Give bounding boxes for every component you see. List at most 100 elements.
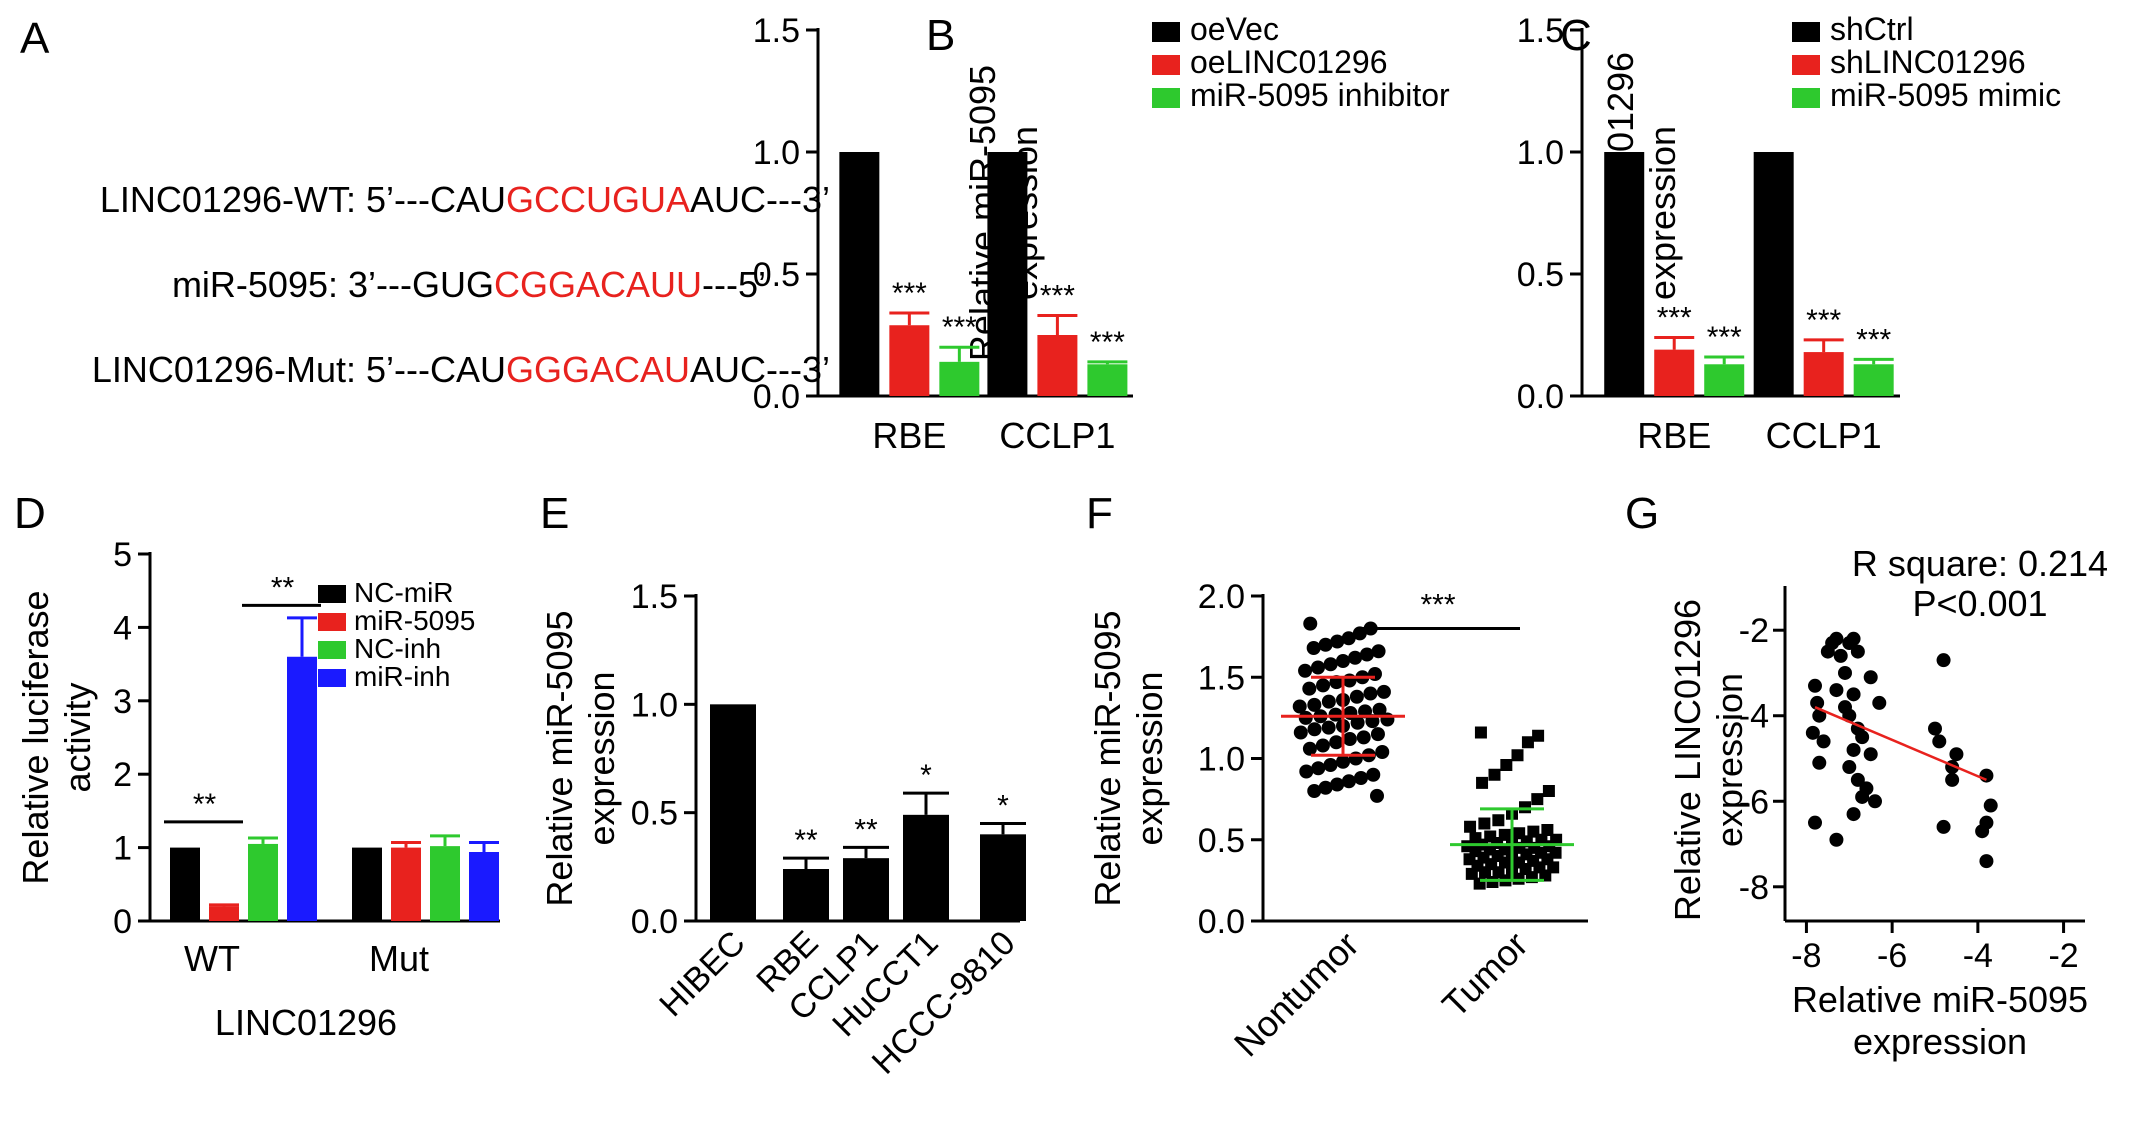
fit-line — [1814, 706, 1987, 782]
data-point — [1829, 631, 1844, 646]
data-point — [1833, 648, 1848, 663]
bar — [889, 325, 930, 396]
data-point — [1846, 742, 1861, 757]
seq-highlight: CGGACAUU — [494, 264, 703, 305]
bar — [783, 869, 829, 921]
data-point — [1306, 641, 1321, 655]
bar — [469, 852, 499, 921]
y-tick-label: 0 — [113, 903, 132, 941]
data-point — [1868, 794, 1882, 809]
seq-label: LINC01296-WT: — [99, 179, 356, 220]
legend-swatch — [1152, 55, 1180, 75]
seq-prefix: 5’---CAU — [366, 349, 507, 390]
legend-swatch — [318, 641, 346, 659]
data-point — [1512, 872, 1525, 885]
data-point — [1932, 734, 1947, 749]
y-tick-label: 1.5 — [631, 578, 678, 616]
data-point — [1336, 754, 1350, 769]
seq-row-mut: LINC01296-Mut: 5’---CAUGGGACAUAUC---3’ — [36, 349, 830, 391]
legend-label: miR-5095 inhibitor — [1190, 77, 1450, 113]
data-point — [1315, 738, 1330, 753]
data-point — [1302, 741, 1317, 756]
data-point — [1336, 654, 1350, 668]
data-point — [1829, 683, 1844, 698]
panel-letter: G — [1625, 489, 1659, 538]
data-point — [1936, 653, 1951, 668]
seq-highlight: GCCUGUA — [506, 179, 691, 220]
seq-highlight: GGGACAU — [506, 349, 691, 390]
y-tick-label: 4 — [113, 609, 132, 647]
annotation: R square: 0.214 — [1852, 543, 2108, 584]
data-point — [1353, 771, 1368, 785]
data-point — [1356, 730, 1371, 745]
data-point — [1829, 832, 1844, 847]
seq-prefix: 3’---GUG — [348, 264, 495, 305]
legend-swatch — [1792, 22, 1820, 42]
data-point — [1330, 634, 1345, 649]
data-point — [1842, 760, 1857, 775]
data-point — [1816, 734, 1831, 749]
data-point — [1812, 708, 1827, 723]
data-point — [1329, 735, 1344, 750]
bar — [170, 847, 200, 921]
bar — [248, 843, 278, 921]
bar — [1654, 349, 1695, 396]
significance-label: *** — [1040, 279, 1075, 312]
data-point — [1492, 814, 1505, 827]
bar — [209, 906, 239, 921]
panel-letter: E — [540, 489, 569, 538]
data-point — [1488, 768, 1501, 781]
y-axis-title: Relative miR-5095 — [539, 610, 580, 906]
data-point — [1369, 788, 1384, 803]
bar — [903, 814, 949, 921]
significance-label: *** — [1707, 321, 1742, 354]
data-point — [1318, 637, 1333, 652]
data-point — [1850, 644, 1865, 659]
data-point — [1372, 702, 1387, 717]
y-tick-label: 1.5 — [1517, 12, 1564, 50]
y-axis-title: expression — [581, 671, 622, 845]
legend-swatch — [1792, 55, 1820, 75]
data-point — [1808, 815, 1822, 830]
data-point — [1318, 780, 1333, 795]
seq-label: miR-5095: — [171, 264, 338, 305]
y-axis-title: expression — [1642, 126, 1683, 300]
significance-label: *** — [1856, 323, 1891, 356]
annotation: P<0.001 — [1912, 583, 2047, 624]
x-tick-label: RBE — [1637, 415, 1711, 456]
seq-suffix: AUC---3’ — [690, 349, 831, 390]
data-point — [1359, 647, 1374, 662]
data-point — [1321, 720, 1336, 735]
y-tick-label: 1.0 — [753, 134, 800, 172]
x-axis-title: expression — [1853, 1021, 2027, 1062]
panel-d: D 0 1 2 3 4 5 Relative luciferase activity WT Mut L… — [14, 489, 500, 1043]
data-point — [1323, 758, 1338, 772]
panel-a-letter: A — [20, 14, 50, 63]
bar — [710, 704, 756, 921]
y-tick-label: 1.5 — [753, 12, 800, 50]
legend-label: oeVec — [1190, 11, 1279, 47]
data-point — [1380, 712, 1395, 727]
data-point — [1511, 749, 1524, 762]
bar — [1704, 364, 1745, 396]
data-point — [1486, 876, 1499, 888]
data-point — [1302, 681, 1317, 696]
y-tick-label: 1.0 — [631, 686, 678, 724]
data-point — [1872, 695, 1887, 710]
legend-label: miR-5095 mimic — [1830, 77, 2061, 113]
data-point — [1979, 854, 1994, 869]
seq-suffix: AUC---3’ — [690, 179, 831, 220]
y-tick-label: 0.0 — [753, 378, 800, 416]
significance-label: * — [920, 759, 932, 792]
legend-swatch — [1152, 88, 1180, 108]
y-tick-label: 1 — [113, 830, 132, 868]
data-point — [1321, 694, 1336, 709]
legend-label: shCtrl — [1830, 11, 1914, 47]
y-tick-label: -6 — [1739, 783, 1769, 821]
y-axis-title: expression — [1709, 673, 1750, 847]
data-point — [1850, 772, 1865, 787]
data-point — [1532, 729, 1545, 742]
data-point — [1539, 869, 1552, 882]
bar — [839, 152, 880, 396]
